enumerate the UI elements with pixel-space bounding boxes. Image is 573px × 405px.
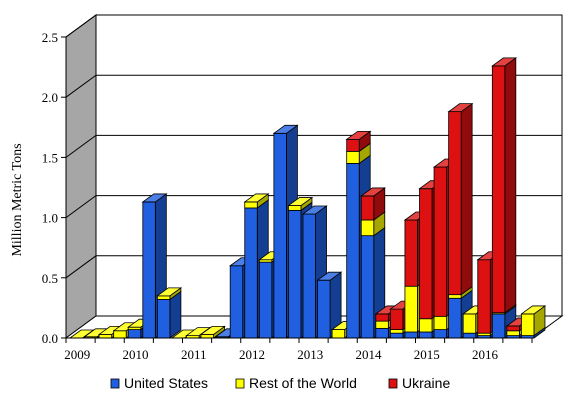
x-tick-label: 2015 [414,347,440,362]
bars [68,57,547,339]
y-tick-label: 2.0 [42,90,58,105]
gridline [65,134,562,158]
legend-item: United States [110,375,208,391]
y-axis-label: Million Metric Tons [10,143,25,256]
y-tick-label: 2.5 [42,30,58,45]
gridline [65,74,562,98]
bar-segment [243,193,270,209]
bar-segment [448,285,473,300]
legend-item: Ukraine [388,375,450,391]
bar-segment [199,325,226,339]
legend-swatch [110,378,120,389]
x-tick-label: 2014 [356,347,383,362]
bar-segment [346,142,371,165]
x-tick-label: 2011 [181,347,207,362]
bar-segment [156,290,182,339]
x-tick-label: 2016 [472,347,499,362]
left-wall [65,14,97,339]
y-tick-label: 1.0 [42,211,58,226]
legend-swatch [235,378,245,389]
legend-swatch [388,378,398,389]
bar-segment [156,287,183,301]
x-tick-label: 2010 [123,347,149,362]
x-axis-ticks: 2009 2010 2011 2012 2013 2014 2015 2016 [64,337,533,362]
y-tick-label: 0.5 [42,271,58,286]
y-tick-label: 1.5 [42,150,58,165]
bar-segment [447,102,474,296]
legend-label: Rest of the World [249,375,357,391]
legend-label: United States [124,375,208,391]
y-tick-label: 0.0 [42,331,58,346]
bar-segment [491,57,518,314]
legend-item: Rest of the World [235,375,357,391]
gridline [65,14,562,38]
bar-segment [520,305,547,337]
y-axis-ticks: 0.0 0.5 1.0 1.5 2.0 2.5 [42,30,67,346]
x-tick-label: 2009 [64,347,90,362]
legend-label: Ukraine [402,375,450,391]
x-tick-label: 2012 [239,347,265,362]
bar-segment [345,130,372,153]
bar-segment [360,187,387,221]
bar-segment [287,196,314,212]
x-tick-label: 2013 [297,347,323,362]
gridline [65,195,562,219]
legend: United States Rest of the World Ukraine [110,375,450,391]
